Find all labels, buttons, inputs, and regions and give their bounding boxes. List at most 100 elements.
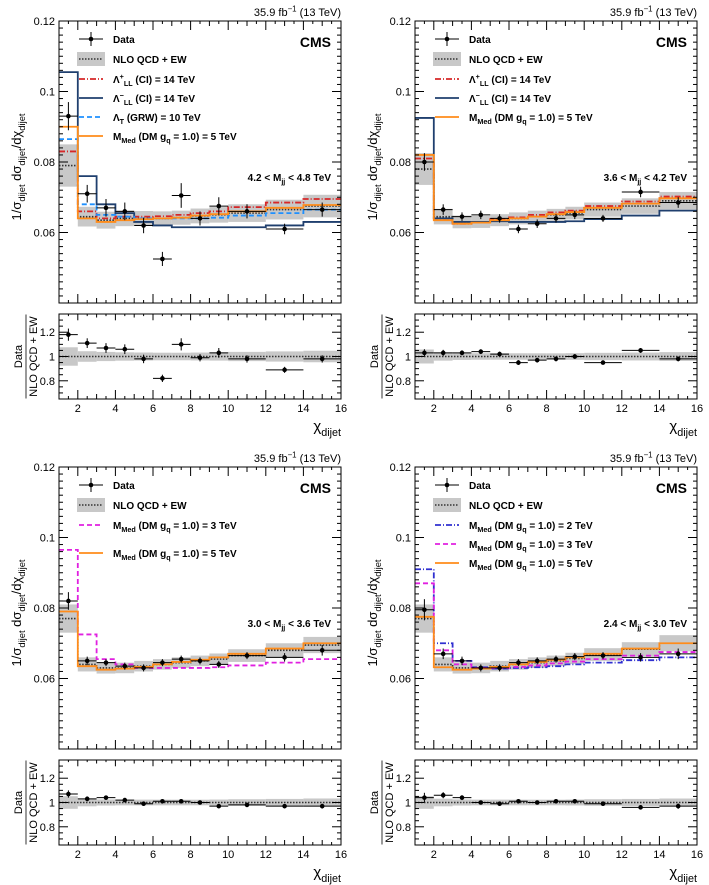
- text-span: /dχ: [9, 577, 24, 595]
- text-span: dijet: [16, 559, 27, 577]
- ratio-point: [84, 796, 90, 802]
- text-span: −1: [644, 4, 653, 13]
- ratio-y-tick-label: 1: [405, 798, 411, 810]
- x-axis-title: χdijet: [313, 864, 341, 885]
- text-span: Λ: [469, 94, 476, 105]
- ratio-point: [534, 357, 540, 363]
- x-tick-label: 16: [335, 403, 347, 415]
- text-span: 1/σ: [365, 202, 380, 221]
- text-span: −1: [288, 450, 297, 459]
- text-span: (DM g: [492, 113, 523, 124]
- text-span: M: [273, 173, 281, 184]
- data-point: [103, 660, 109, 665]
- nlo-band-bin: [265, 643, 304, 658]
- text-span: 1/σ: [9, 648, 24, 667]
- text-span: Med: [477, 544, 491, 553]
- ratio-point: [160, 376, 165, 381]
- text-span: (DM g: [136, 549, 167, 560]
- legend-series-label: ΛT (GRW) = 10 TeV: [113, 113, 201, 126]
- ratio-point: [141, 801, 146, 807]
- ratio-point: [459, 795, 465, 800]
- text-span: LL: [124, 79, 133, 88]
- text-span: (13 TeV): [297, 453, 341, 465]
- text-span: M: [469, 521, 477, 532]
- chart-panel-top-right: 2 4 6 8 10 12 14 16 0.06 0.08 0.1 0.12 0.8 1 1.2 35.9 f…: [365, 4, 703, 438]
- legend-nlo-label: NLO QCD + EW: [113, 55, 187, 66]
- text-span: Med: [121, 525, 135, 534]
- x-tick-label: 8: [544, 403, 550, 415]
- ratio-point: [600, 801, 606, 807]
- data-point: [319, 207, 325, 212]
- ratio-point: [497, 351, 502, 357]
- text-span: 4.2 <: [248, 173, 273, 184]
- text-span: dijet: [16, 184, 27, 202]
- data-point: [497, 216, 502, 221]
- text-span: LL: [124, 98, 133, 107]
- x-tick-label: 6: [150, 849, 156, 861]
- data-point: [478, 665, 484, 671]
- text-span: 2.4 <: [604, 619, 629, 630]
- data-point: [516, 660, 521, 665]
- x-tick-label: 16: [691, 403, 703, 415]
- data-point: [282, 655, 287, 660]
- ratio-point: [534, 800, 540, 805]
- ratio-point: [66, 332, 71, 337]
- data-point: [459, 658, 465, 664]
- ratio-point: [638, 348, 643, 353]
- x-tick-label: 2: [431, 403, 437, 415]
- x-tick-label: 8: [188, 849, 194, 861]
- legend-series-label: MMed (DM gq = 1.0) = 5 TeV: [113, 549, 237, 562]
- text-span: /dχ: [365, 577, 380, 595]
- text-span: dijet: [16, 630, 27, 648]
- data-point: [122, 209, 128, 214]
- main-plot-area: [415, 117, 697, 234]
- data-point: [422, 159, 427, 165]
- ratio-point: [497, 801, 502, 807]
- ratio-axis-title-num: Data: [369, 790, 381, 814]
- ratio-point: [197, 800, 203, 805]
- text-span: q: [166, 525, 170, 534]
- legend-nlo-label: NLO QCD + EW: [469, 501, 543, 512]
- x-tick-label: 6: [506, 849, 512, 861]
- x-tick-label: 10: [222, 849, 234, 861]
- text-span: dijet: [372, 184, 383, 202]
- legend-series-label: Λ−LL (CI) = 14 TeV: [113, 91, 195, 107]
- ratio-point: [516, 798, 521, 804]
- series-line-dm5: [59, 125, 341, 223]
- legend-data-label: Data: [113, 481, 135, 492]
- text-span: −1: [644, 450, 653, 459]
- data-point: [675, 200, 681, 205]
- text-span: dijet: [321, 873, 341, 885]
- y-tick-label: 0.08: [34, 157, 55, 169]
- text-span: jj: [636, 623, 641, 632]
- text-span: < 4.8 TeV: [285, 173, 331, 184]
- ratio-y-tick-label: 1.2: [396, 327, 411, 339]
- y-tick-label: 0.1: [40, 87, 55, 99]
- data-point: [66, 113, 71, 119]
- x-tick-label: 10: [578, 849, 590, 861]
- ratio-y-tick-label: 1.2: [40, 773, 55, 785]
- text-span: M: [273, 619, 281, 630]
- ratio-plot-area: [59, 328, 341, 382]
- text-span: = 1.0) = 5 TeV: [171, 132, 237, 143]
- luminosity-label: 35.9 fb−1 (13 TeV): [610, 450, 697, 465]
- data-point: [178, 193, 184, 198]
- x-tick-label: 10: [222, 403, 234, 415]
- x-tick-label: 12: [260, 403, 272, 415]
- experiment-label: CMS: [656, 480, 687, 496]
- ratio-point: [178, 798, 184, 804]
- text-span: /dχ: [365, 131, 380, 149]
- ratio-band-bin: [584, 352, 622, 361]
- text-span: (DM g: [136, 521, 167, 532]
- text-span: < 3.0 TeV: [641, 619, 687, 630]
- ratio-point: [553, 798, 559, 804]
- text-span: χ: [669, 864, 677, 881]
- text-span: q: [522, 525, 526, 534]
- ratio-point: [122, 346, 128, 352]
- main-plot-area: [59, 71, 341, 266]
- luminosity-label: 35.9 fb−1 (13 TeV): [254, 4, 341, 19]
- ratio-axis-title-den: NLO QCD + EW: [28, 316, 40, 397]
- legend-series-label: Λ−LL (CI) = 14 TeV: [469, 91, 551, 107]
